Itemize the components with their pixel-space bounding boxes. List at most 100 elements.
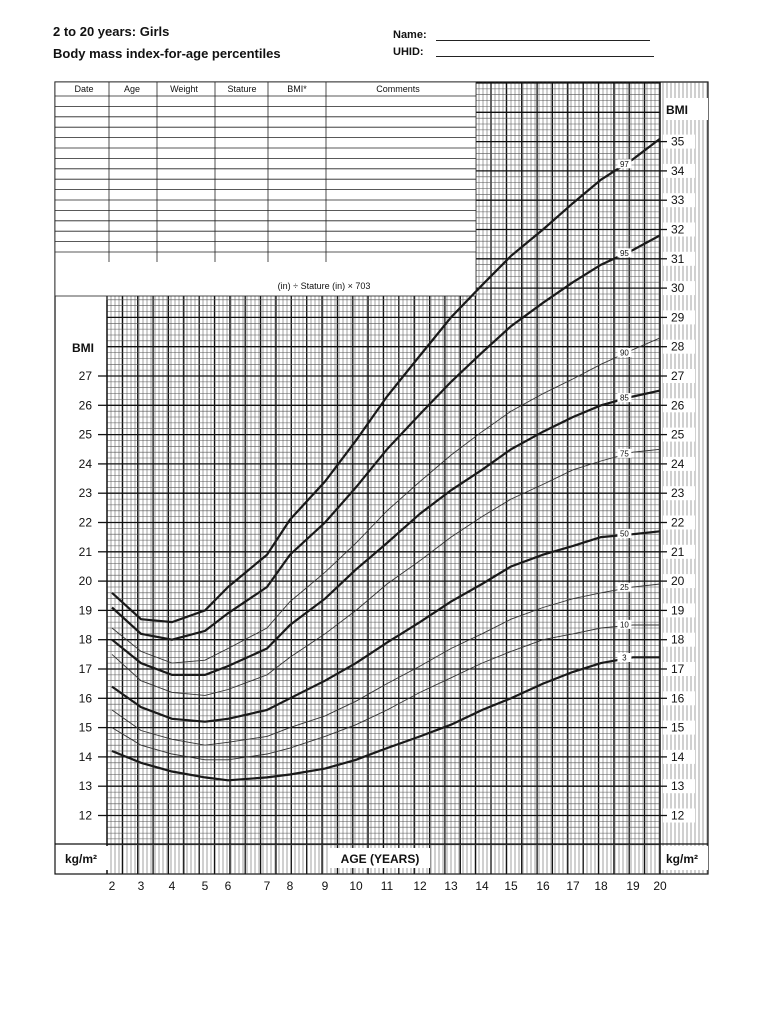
name-field[interactable] <box>436 40 650 41</box>
y-tick-bg <box>663 251 695 266</box>
col-head-date: Date <box>74 84 93 94</box>
y-tick-label-left: 25 <box>79 428 93 442</box>
y-tick-bg <box>60 398 104 413</box>
percentile-curves: 97 95 90 85 75 50 25 10 3 <box>111 137 661 782</box>
x-axis-label: AGE (YEARS) <box>341 852 420 866</box>
y-tick-bg <box>663 486 695 501</box>
uhid-label: UHID: <box>393 46 424 58</box>
y-tick-label-left: 13 <box>79 779 93 793</box>
y-tick-label-left: 14 <box>79 750 93 764</box>
percentile-label-bg <box>617 619 632 629</box>
y-tick-label-right: 15 <box>671 721 685 735</box>
y-tick-label-right: 16 <box>671 691 685 705</box>
y-tick-label-right: 22 <box>671 516 685 530</box>
col-head-stature: Stature <box>227 84 256 94</box>
y-tick-bg <box>663 310 695 325</box>
x-tick-label: 20 <box>653 879 667 893</box>
percentile-label-3: 3 <box>622 654 627 663</box>
y-tick-bg <box>663 427 695 442</box>
y-tick-bg <box>663 163 695 178</box>
x-tick-label: 8 <box>287 879 294 893</box>
y-tick-label-right: 33 <box>671 193 685 207</box>
y-tick-bg <box>60 544 104 559</box>
y-tick-bg <box>663 222 695 237</box>
percentile-label-bg <box>617 448 632 458</box>
y-tick-bg <box>60 486 104 501</box>
x-tick-label: 12 <box>413 879 427 893</box>
y-tick-bg <box>663 456 695 471</box>
record-table-lines <box>54 81 477 297</box>
col-head-bmi: BMI* <box>287 84 307 94</box>
y-tick-label-right: 27 <box>671 369 685 383</box>
percentile-label-10: 10 <box>620 620 629 629</box>
x-tick-label: 6 <box>225 879 232 893</box>
x-tick-label: 16 <box>536 879 550 893</box>
chart-title-line1: 2 to 20 years: Girls <box>53 24 170 39</box>
y-tick-label-right: 14 <box>671 750 685 764</box>
y-tick-bg <box>663 193 695 208</box>
y-tick-label-right: 31 <box>671 252 685 266</box>
y-tick-bg <box>663 779 695 794</box>
record-table: Date Age Weight Stature BMI* Comments (i… <box>54 81 477 297</box>
percentile-curve-3 <box>111 656 660 782</box>
y-tick-bg <box>663 369 695 383</box>
percentile-label-50: 50 <box>620 530 629 539</box>
axis-labels: BMI BMI kg/m² kg/m² AGE (YEARS) <box>56 98 708 870</box>
percentile-label-97: 97 <box>620 160 629 169</box>
y-tick-bg <box>60 779 104 794</box>
name-label: Name: <box>393 29 427 41</box>
y-tick-bg <box>663 691 695 706</box>
percentile-curve-95 <box>111 234 661 641</box>
percentile-label-bg <box>617 582 632 592</box>
y-tick-bg <box>60 427 104 442</box>
y-tick-bg <box>60 691 104 706</box>
y-tick-bg <box>663 808 695 823</box>
y-tick-label-right: 21 <box>671 545 685 559</box>
y-tick-bg <box>663 603 695 618</box>
y-tick-label-right: 19 <box>671 603 685 617</box>
col-head-weight: Weight <box>170 84 198 94</box>
y-tick-bg <box>60 662 104 676</box>
y-tick-bg <box>60 515 104 530</box>
y-tick-bg <box>60 574 104 589</box>
y-tick-label-right: 17 <box>671 662 685 676</box>
bmi-axis-label-left: BMI <box>72 341 94 355</box>
x-tick-label: 10 <box>349 879 363 893</box>
x-tick-label: 14 <box>475 879 489 893</box>
y-tick-bg <box>663 662 695 676</box>
y-tick-bg <box>663 720 695 735</box>
x-tick-label: 18 <box>594 879 608 893</box>
unit-label-right: kg/m² <box>666 852 698 866</box>
percentile-curve-90 <box>111 337 661 664</box>
percentile-label-95: 95 <box>620 249 629 258</box>
y-tick-label-right: 23 <box>671 486 685 500</box>
y-tick-label-left: 24 <box>79 457 93 471</box>
percentile-label-85: 85 <box>620 394 629 403</box>
y-tick-label-right: 30 <box>671 281 685 295</box>
percentile-label-25: 25 <box>620 583 629 592</box>
y-tick-bg <box>60 749 104 764</box>
tick-labels: 2 3 4 5 6 7 8 9 10 11 12 13 14 15 16 17 18 19 201213141516… <box>60 134 695 893</box>
percentile-curve-97 <box>111 137 661 624</box>
percentile-curve-50 <box>111 530 661 723</box>
y-tick-label-left: 15 <box>79 721 93 735</box>
y-tick-bg <box>663 134 695 149</box>
bmi-formula-note: (in) ÷ Stature (in) × 703 <box>278 281 371 291</box>
x-tick-label: 2 <box>109 879 116 893</box>
record-table-background <box>55 82 476 296</box>
uhid-field[interactable] <box>436 56 654 57</box>
y-tick-bg <box>60 632 104 647</box>
percentile-label-bg <box>617 653 632 662</box>
x-tick-label: 7 <box>264 879 271 893</box>
percentile-label-bg <box>617 348 632 357</box>
y-tick-label-left: 16 <box>79 691 93 705</box>
percentile-label-bg <box>617 529 632 539</box>
x-tick-label: 19 <box>626 879 640 893</box>
y-tick-bg <box>663 339 695 354</box>
y-tick-label-left: 18 <box>79 633 93 647</box>
y-tick-label-right: 13 <box>671 779 685 793</box>
y-tick-label-right: 29 <box>671 310 685 324</box>
y-tick-label-left: 20 <box>79 574 93 588</box>
percentile-label-bg <box>617 159 632 169</box>
record-table-border <box>54 81 477 297</box>
